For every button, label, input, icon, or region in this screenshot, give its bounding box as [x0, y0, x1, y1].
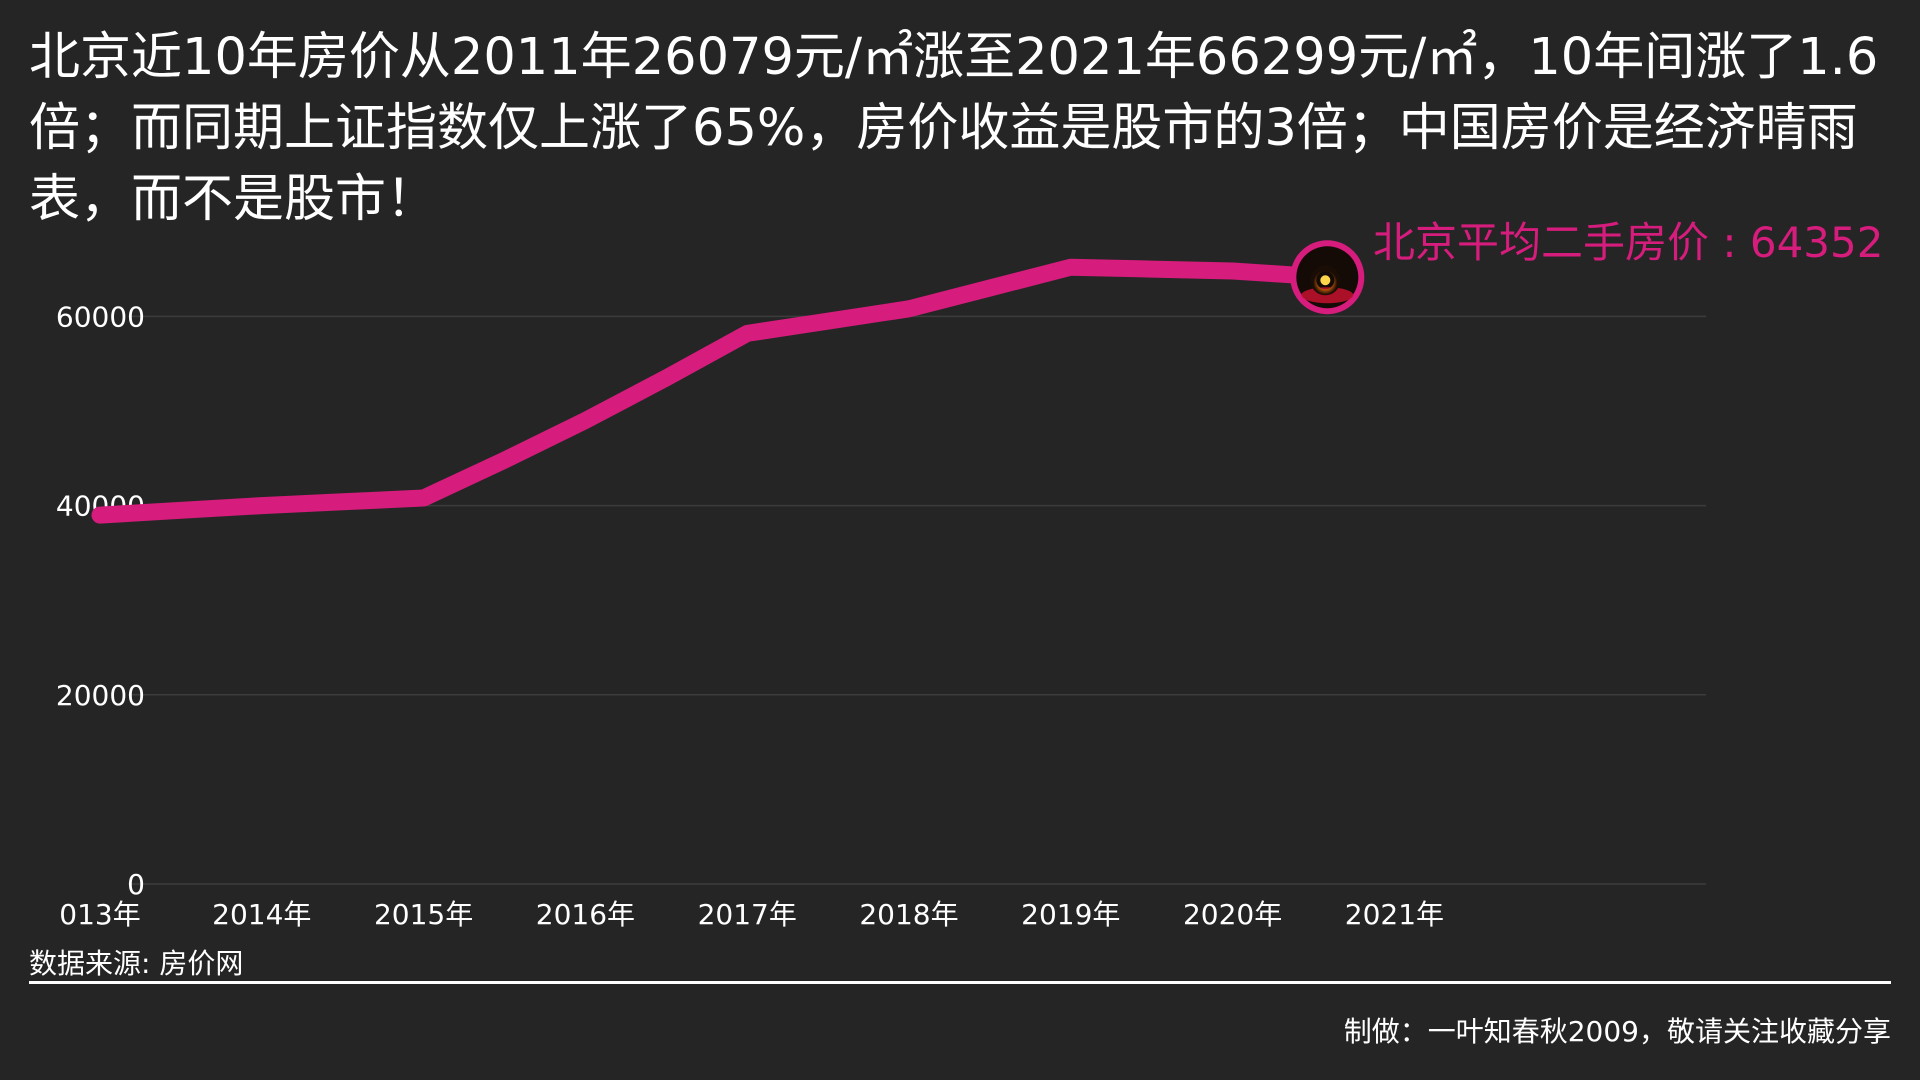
end-value-label: 北京平均二手房价 : 64352 [1373, 218, 1883, 267]
x-tick-label: 2020年 [1183, 898, 1282, 931]
gridlines [128, 315, 1706, 885]
x-tick-label: 2018年 [859, 898, 958, 931]
headline: 北京近10年房价从2011年26079元/㎡涨至2021年66299元/㎡，10… [29, 28, 1879, 229]
credit-label: 制做：一叶知春秋2009，敬请关注收藏分享 [1343, 1015, 1891, 1048]
y-tick-label: 0 [127, 868, 145, 901]
x-tick-label: 2014年 [212, 898, 311, 931]
source-label: 数据来源: 房价网 [29, 947, 244, 980]
x-tick-label: 2016年 [536, 898, 635, 931]
x-tick-label: 2015年 [374, 898, 473, 931]
series-layer [91, 258, 1306, 524]
x-tick-label: 013年 [59, 898, 140, 931]
footer-divider [29, 981, 1891, 984]
end-marker [1290, 240, 1365, 315]
x-tick-label: 2017年 [698, 898, 797, 931]
y-tick-label: 20000 [56, 679, 145, 712]
orange-ring-badge-icon [1290, 240, 1365, 315]
y-tick-label: 60000 [56, 300, 145, 333]
series-line [91, 258, 1306, 524]
x-tick-label: 2019年 [1021, 898, 1120, 931]
x-tick-label: 2021年 [1345, 898, 1444, 931]
x-axis-ticks: 013年 2014年 2015年 2016年 2017年 2018年 2019年 2020年 2… [59, 898, 1444, 931]
